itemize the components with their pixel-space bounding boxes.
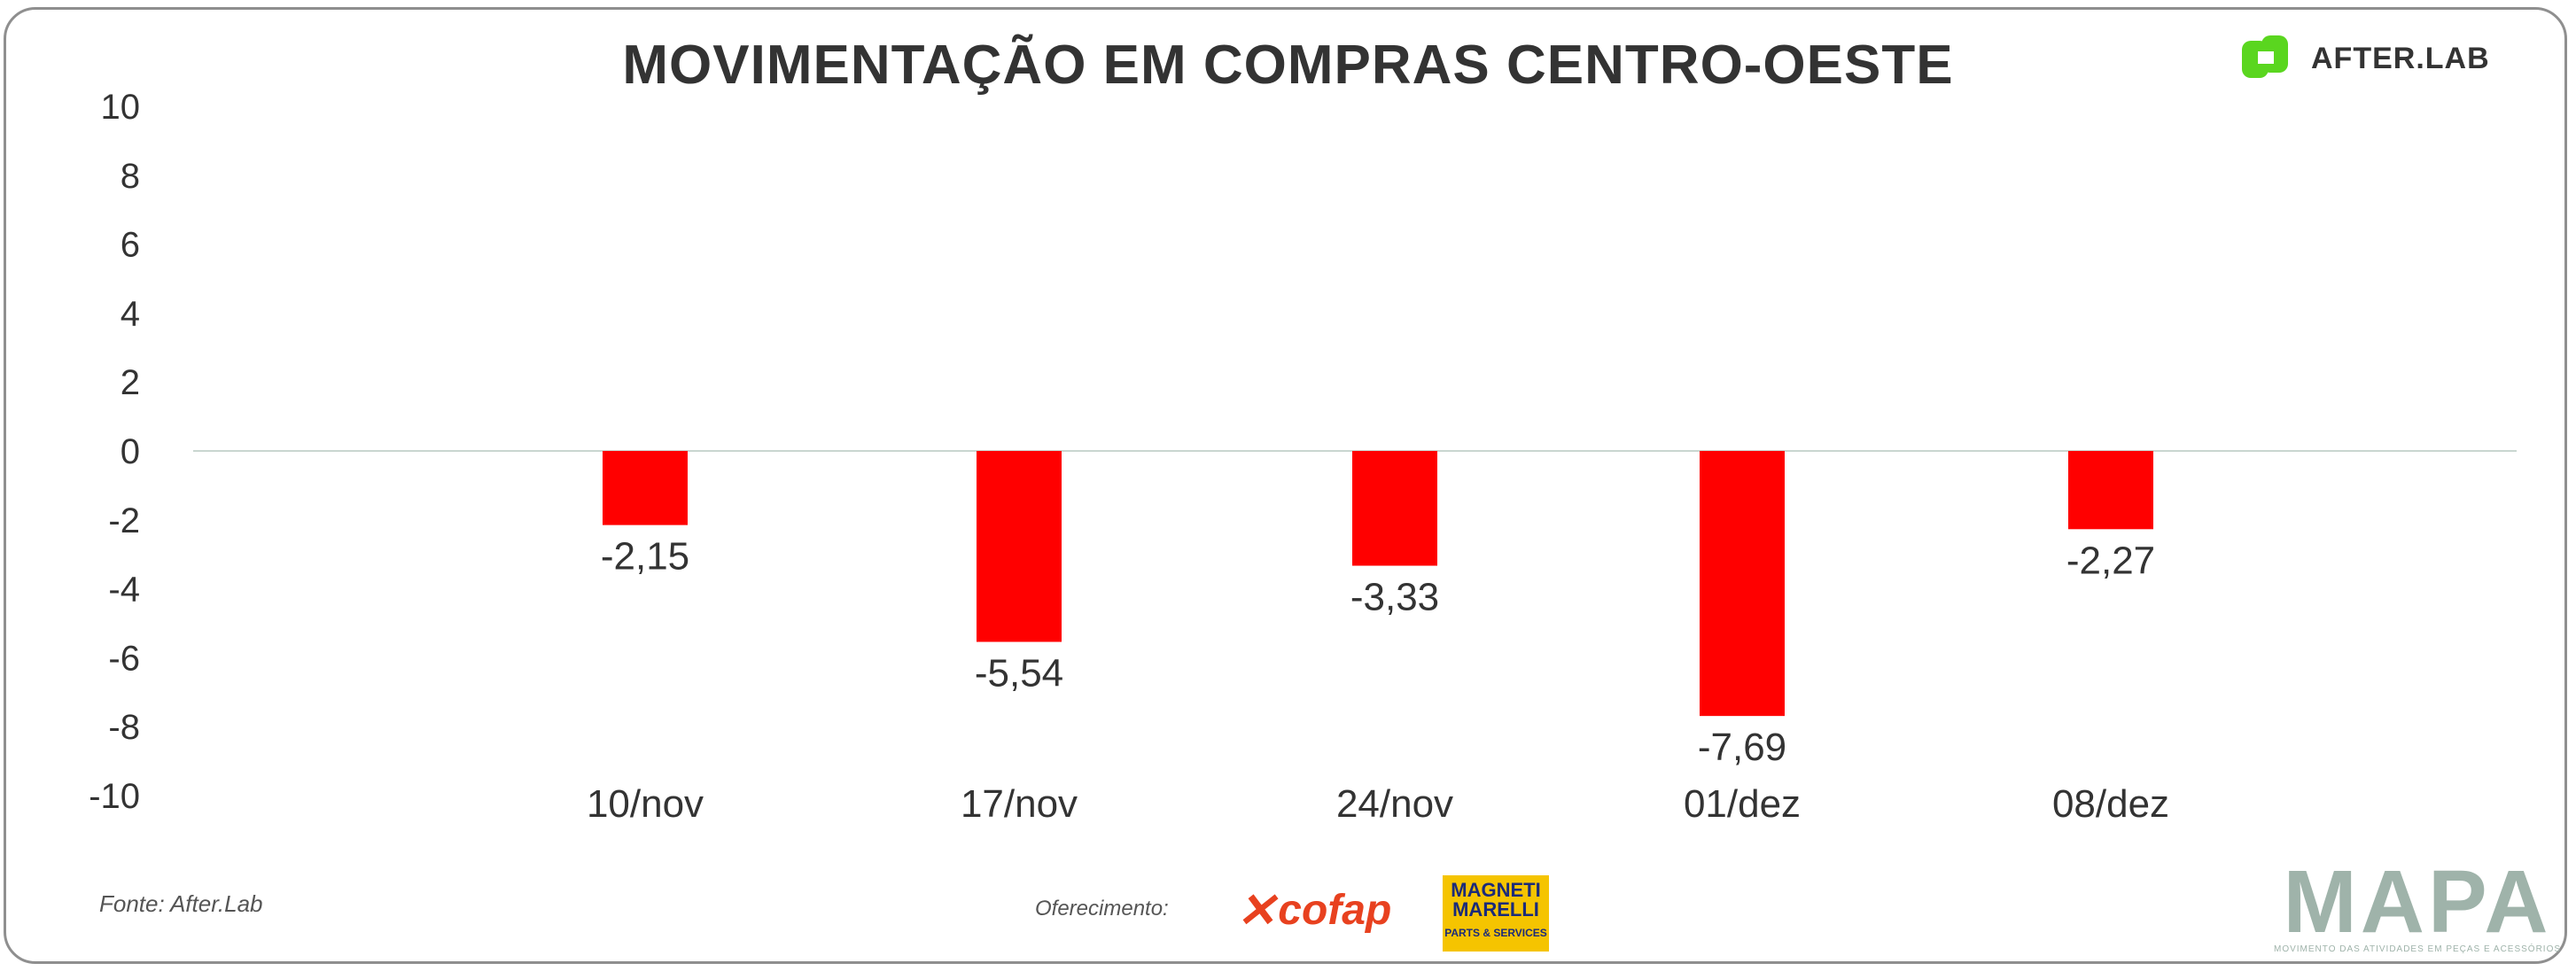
bar: [2068, 451, 2153, 530]
after-lab-logo-icon: [2242, 35, 2300, 82]
after-lab-logo: AFTER.LAB: [2242, 35, 2490, 82]
mapa-logo-text: MAPA: [2283, 852, 2552, 952]
x-tick-label: 10/nov: [587, 782, 704, 826]
magneti-marelli-line1: MAGNETI: [1451, 879, 1541, 901]
y-tick-label: 4: [121, 294, 140, 333]
y-tick-label: 2: [121, 363, 140, 402]
x-tick-label: 17/nov: [961, 782, 1078, 826]
bar: [1700, 451, 1785, 717]
y-tick-label: -8: [108, 708, 140, 747]
chart-title: MOVIMENTAÇÃO EM COMPRAS CENTRO-OESTE: [622, 35, 1954, 96]
y-tick-label: -6: [108, 639, 140, 678]
data-label: -7,69: [1698, 726, 1786, 769]
y-tick-label: -10: [89, 777, 140, 816]
x-tick-label: 01/dez: [1684, 782, 1801, 826]
y-tick-label: 10: [101, 88, 141, 127]
after-lab-logo-text: AFTER.LAB: [2311, 41, 2490, 75]
y-tick-label: 8: [121, 157, 140, 196]
mapa-logo: MAPA MOVIMENTO DAS ATIVIDADES EM PEÇAS E…: [2274, 852, 2562, 954]
y-tick-label: -2: [108, 501, 140, 540]
bar: [1352, 451, 1437, 566]
y-tick-label: -4: [108, 571, 140, 610]
bar: [603, 451, 688, 525]
data-label: -5,54: [975, 652, 1063, 695]
data-label: -3,33: [1350, 576, 1439, 619]
cofap-logo-icon: ✕: [1236, 884, 1277, 937]
magneti-marelli-subtitle: PARTS & SERVICES: [1444, 927, 1547, 939]
data-label: -2,27: [2066, 539, 2155, 582]
bar: [977, 451, 1062, 642]
data-label: -2,15: [601, 535, 689, 579]
cofap-logo-text: cofap: [1278, 887, 1392, 934]
magneti-marelli-logo: MAGNETI MARELLI PARTS & SERVICES: [1443, 875, 1549, 952]
y-tick-label: 0: [121, 432, 140, 471]
source-note: Fonte: After.Lab: [99, 890, 263, 917]
offer-label: Oferecimento:: [1035, 897, 1169, 921]
x-tick-label: 24/nov: [1336, 782, 1453, 826]
x-tick-label: 08/dez: [2052, 782, 2169, 826]
bar-chart: 10 8 6 4 2 0 -2 -4 -6 -8 -10 -2,15 10/nov -5,54 17/nov…: [89, 88, 2517, 826]
magneti-marelli-line2: MARELLI: [1452, 898, 1539, 921]
cofap-logo: ✕ cofap: [1236, 882, 1391, 938]
mapa-logo-subtitle: MOVIMENTO DAS ATIVIDADES EM PEÇAS E ACES…: [2274, 944, 2562, 954]
y-tick-label: 6: [121, 226, 140, 265]
